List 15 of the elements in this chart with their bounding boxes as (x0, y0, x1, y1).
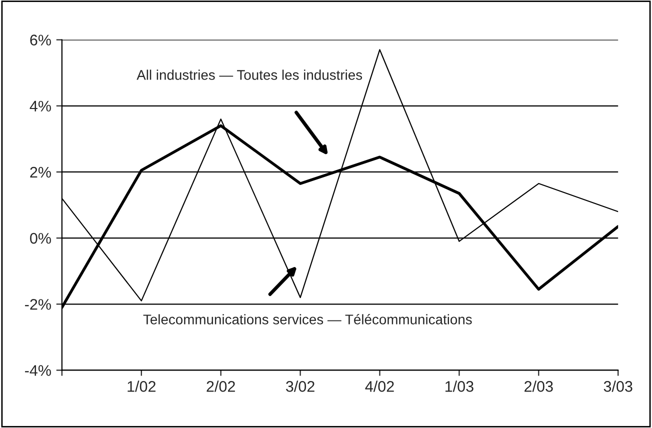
y-tick-label: 6% (30, 34, 51, 46)
y-tick-label: 0% (30, 232, 51, 244)
x-tick-label: 1/03 (445, 380, 474, 392)
x-tick-label: 2/02 (206, 380, 235, 392)
y-tick-label: 4% (30, 100, 51, 112)
y-tick-label: -2% (25, 299, 51, 310)
annotation: All industries — Toutes les industries (136, 70, 362, 80)
annotation: Telecommunications services — Télécommunications (143, 314, 472, 324)
x-tick-label: 4/02 (365, 380, 394, 392)
y-tick-label: 2% (30, 166, 51, 178)
x-tick-label: 1/02 (128, 380, 156, 392)
x-tick-label: 3/02 (286, 380, 314, 392)
x-tick-label: 2/03 (524, 380, 553, 392)
x-tick-label: 3/03 (604, 380, 632, 392)
y-tick-label: -4% (25, 365, 51, 376)
